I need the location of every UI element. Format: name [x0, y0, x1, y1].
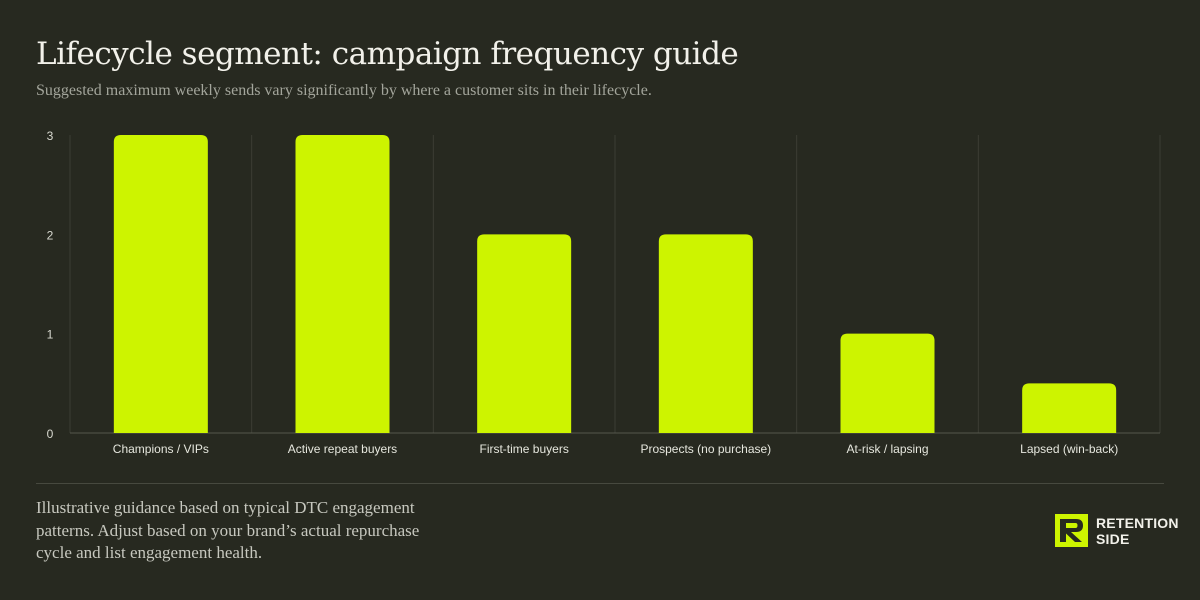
x-tick-label: Champions / VIPs — [113, 442, 209, 456]
bar — [477, 234, 572, 433]
bar — [1022, 383, 1117, 433]
x-tick-label: Prospects (no purchase) — [640, 442, 771, 456]
x-tick-label: Lapsed (win-back) — [1020, 442, 1118, 456]
logo-line-2: SIDE — [1096, 530, 1130, 547]
chart-title: Lifecycle segment: campaign frequency gu… — [36, 36, 739, 72]
logo-wordmark: RETENTION SIDE — [1096, 515, 1179, 547]
footnote: Illustrative guidance based on typical D… — [36, 498, 420, 562]
logo-line-1: RETENTION — [1096, 514, 1179, 531]
bar — [295, 135, 390, 433]
retention-side-logo-icon — [1055, 514, 1088, 547]
footer-divider — [36, 483, 1164, 484]
y-tick-label: 0 — [47, 427, 54, 441]
bar-chart: 0 1 2 3 Champions / VIPs Active repeat buyers… — [47, 129, 1161, 456]
bar — [658, 234, 753, 433]
x-tick-label: Active repeat buyers — [288, 442, 397, 456]
y-tick-label: 3 — [47, 129, 54, 143]
y-tick-label: 1 — [47, 328, 54, 342]
x-tick-label: At-risk / lapsing — [846, 442, 928, 456]
brand-logo: RETENTION SIDE — [1055, 514, 1179, 547]
x-tick-label: First-time buyers — [479, 442, 568, 456]
chart-subtitle: Suggested maximum weekly sends vary sign… — [36, 82, 652, 99]
bar — [840, 333, 935, 433]
bar — [113, 135, 208, 433]
y-tick-label: 2 — [47, 228, 54, 242]
